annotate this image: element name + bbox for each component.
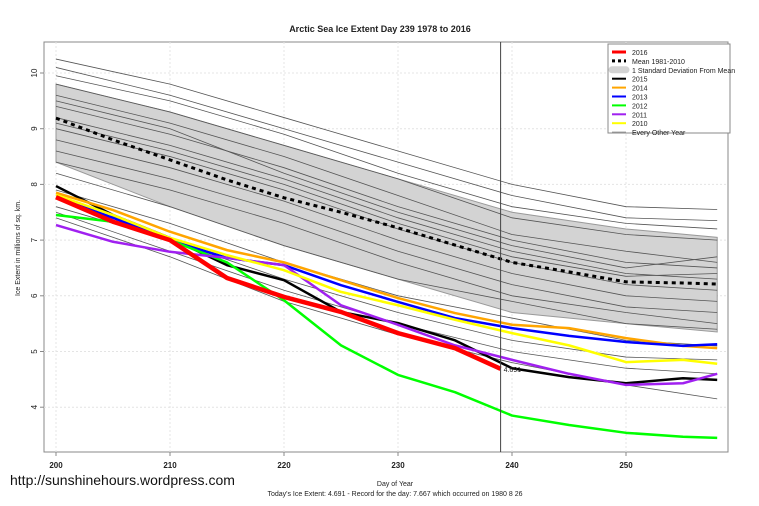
- legend-label: 2011: [632, 112, 647, 119]
- y-tick-label: 9: [30, 126, 39, 131]
- other-year-line: [55, 58, 718, 210]
- y-tick-label: 4: [30, 404, 39, 409]
- legend: 2016 Mean 1981-2010 1 Standard Deviation F…: [607, 43, 735, 137]
- legend-label: 2014: [632, 86, 648, 93]
- chart-title: Arctic Sea Ice Extent Day 239 1978 to 20…: [289, 24, 471, 34]
- other-year-line: [55, 189, 718, 347]
- other-year-line: [55, 75, 718, 230]
- legend-label: Mean 1981-2010: [632, 59, 685, 66]
- current-value-label: 4.691: [504, 367, 522, 374]
- other-year-line: [55, 67, 718, 222]
- y-tick-label: 8: [30, 182, 39, 187]
- legend-label: 1 Standard Deviation From Mean: [632, 68, 735, 75]
- y-axis-label: Ice Extent in millions of sq. km.: [15, 200, 22, 296]
- series-line-2016: [55, 195, 502, 371]
- legend-label: 2015: [632, 77, 648, 84]
- other-year-line: [55, 122, 718, 277]
- other-year-line: [55, 106, 718, 269]
- other-year-line: [55, 139, 718, 302]
- other-year-line: [55, 94, 718, 263]
- other-year-line: [55, 100, 718, 269]
- other-year-line: [55, 161, 718, 325]
- source-url: http://sunshinehours.wordpress.com: [10, 472, 235, 488]
- series-line-mean-1981-2010: [55, 116, 718, 286]
- x-tick-label: 250: [619, 461, 633, 470]
- other-year-line: [55, 172, 718, 330]
- legend-box: [607, 43, 731, 134]
- y-tick-label: 6: [30, 293, 39, 298]
- other-year-line: [55, 128, 718, 291]
- series-line-2014: [55, 191, 718, 350]
- y-tick-label: 7: [30, 237, 39, 242]
- other-year-line: [55, 117, 718, 280]
- other-year-line: [55, 150, 718, 313]
- x-tick-label: 230: [391, 461, 405, 470]
- legend-label: 2013: [632, 95, 648, 102]
- x-tick-label: 210: [163, 461, 177, 470]
- x-axis-label: Day of Year: [377, 481, 414, 488]
- x-tick-label: 200: [49, 461, 63, 470]
- y-tick-label: 5: [30, 349, 39, 354]
- x-tick-label: 220: [277, 461, 291, 470]
- x-tick-label: 240: [505, 461, 519, 470]
- legend-label: 2010: [632, 121, 648, 128]
- legend-label: Every Other Year: [632, 130, 686, 137]
- series-line-2011: [55, 223, 718, 387]
- footer-note: Today's Ice Extent: 4.691 - Record for t…: [267, 491, 522, 498]
- other-year-line: [55, 83, 718, 241]
- legend-label: 2016: [632, 50, 648, 57]
- legend-label: 2012: [632, 103, 648, 110]
- y-tick-label: 10: [30, 68, 39, 77]
